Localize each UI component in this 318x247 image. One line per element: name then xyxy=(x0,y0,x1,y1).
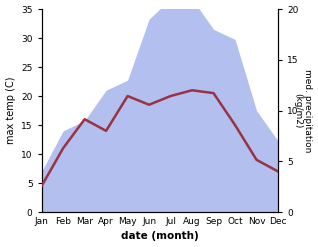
Y-axis label: med. precipitation
(kg/m2): med. precipitation (kg/m2) xyxy=(293,69,313,152)
Y-axis label: max temp (C): max temp (C) xyxy=(5,77,16,144)
X-axis label: date (month): date (month) xyxy=(121,231,199,242)
